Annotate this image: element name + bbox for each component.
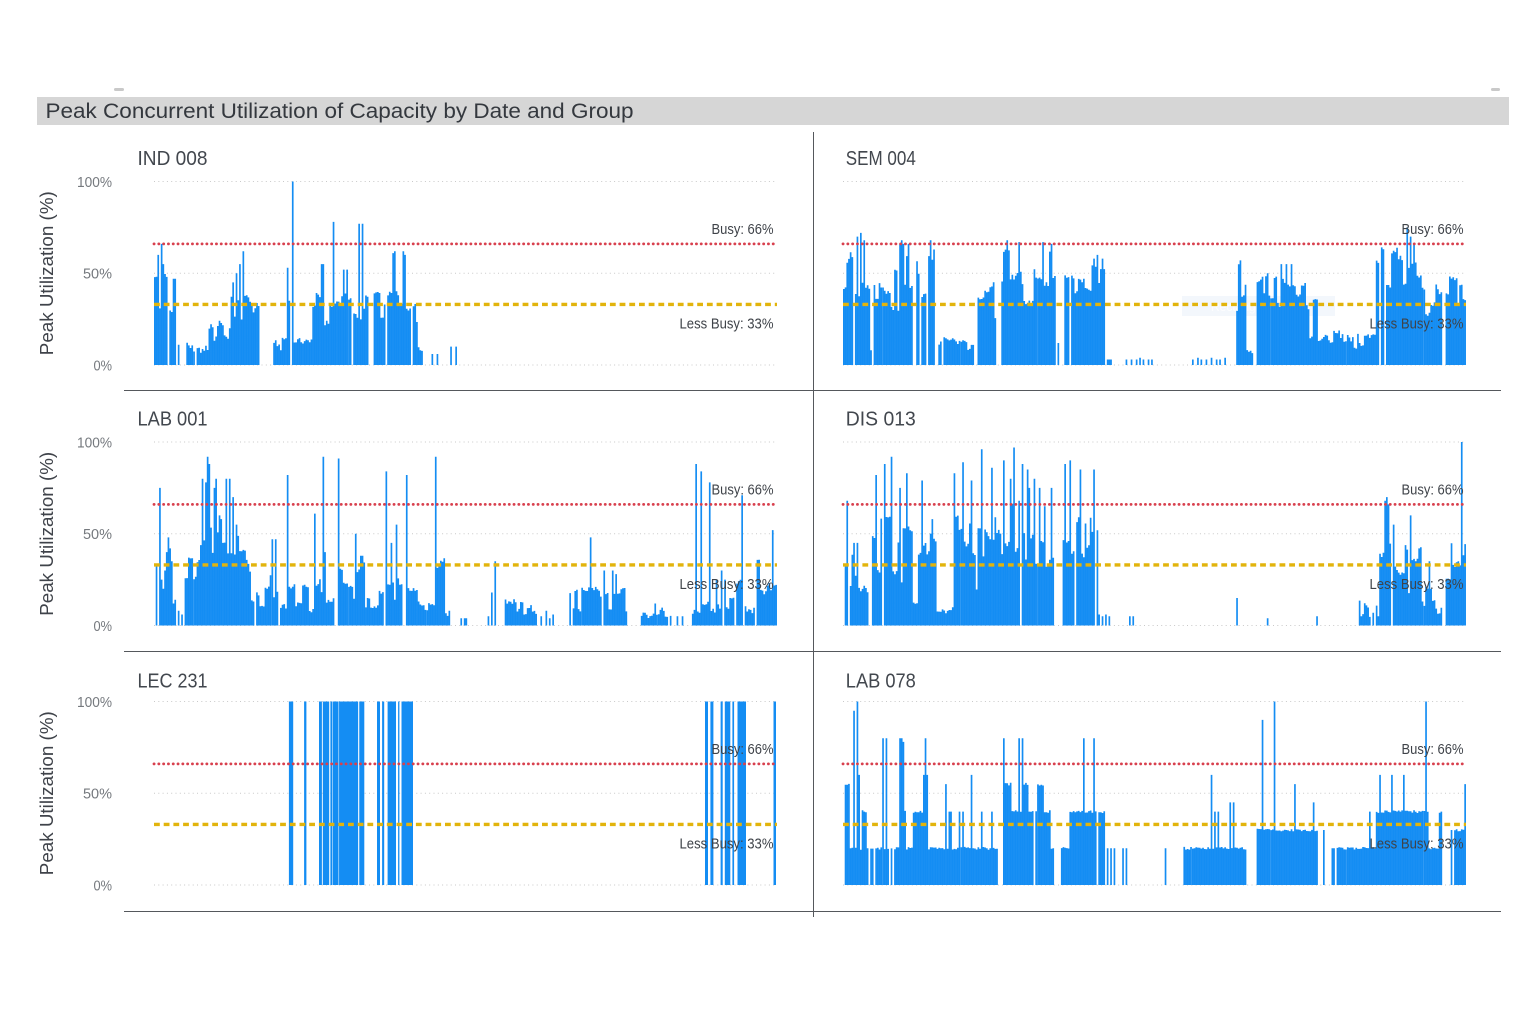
svg-text:SEM 004: SEM 004 [846,148,916,170]
svg-text:100%: 100% [77,435,112,451]
svg-text:Less Busy: 33%: Less Busy: 33% [680,577,774,593]
svg-text:Less Busy: 33%: Less Busy: 33% [680,317,774,333]
svg-text:0%: 0% [94,619,113,635]
svg-text:100%: 100% [77,175,112,191]
svg-text:Less Busy: 33%: Less Busy: 33% [1370,577,1464,593]
svg-text:Busy: 66%: Busy: 66% [1402,483,1464,499]
svg-text:DIS 013: DIS 013 [846,409,916,431]
svg-text:Busy: 66%: Busy: 66% [1402,222,1464,238]
svg-text:LEC 231: LEC 231 [138,671,208,693]
svg-text:Less Busy: 33%: Less Busy: 33% [1370,317,1464,333]
svg-text:Busy: 66%: Busy: 66% [712,483,774,499]
svg-text:Peak Concurrent Utilization of: Peak Concurrent Utilization of Capacity … [46,99,634,123]
svg-text:0%: 0% [94,878,113,894]
svg-text:50%: 50% [83,267,112,283]
svg-text:Busy: 66%: Busy: 66% [712,742,774,758]
svg-text:50%: 50% [83,527,112,543]
svg-text:LAB 078: LAB 078 [846,671,916,693]
svg-text:Peak Utilization (%): Peak Utilization (%) [37,191,57,355]
svg-text:Peak Utilization (%): Peak Utilization (%) [37,452,57,616]
svg-text:LAB 001: LAB 001 [138,409,208,431]
svg-text:50%: 50% [83,787,112,803]
svg-text:Less Busy: 33%: Less Busy: 33% [680,837,774,853]
svg-text:Busy: 66%: Busy: 66% [1402,742,1464,758]
svg-text:Busy: 66%: Busy: 66% [712,222,774,238]
svg-text:Less Busy: 33%: Less Busy: 33% [1370,837,1464,853]
svg-text:0%: 0% [94,358,113,374]
svg-text:100%: 100% [77,695,112,711]
svg-text:IND 008: IND 008 [138,148,208,170]
svg-text:Peak Utilization (%): Peak Utilization (%) [37,711,57,875]
